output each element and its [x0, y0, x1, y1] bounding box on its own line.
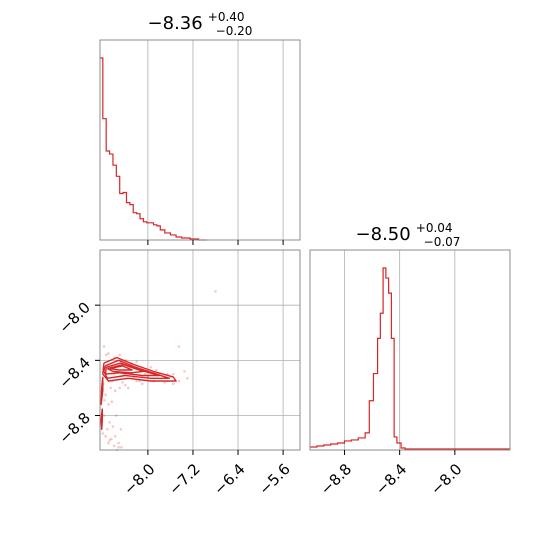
scatter-point-56: [108, 439, 111, 442]
scatter-point-19: [117, 441, 120, 445]
scatter-point-55: [119, 428, 123, 431]
scatter-point-25: [111, 425, 115, 428]
br-frame: [309, 249, 511, 451]
tl-frame: [99, 39, 301, 241]
bl-y-tick-label-0: −8.0: [56, 298, 94, 336]
bl-x-tick-label-1: −7.2: [165, 460, 203, 498]
scatter-point-40: [107, 352, 110, 355]
scatter-point-28: [102, 414, 106, 417]
scatter-point-33: [118, 386, 122, 390]
scatter-point-54: [115, 414, 118, 417]
scatter-point-57: [117, 445, 120, 449]
bl-x-tick-label-0: −8.0: [120, 460, 158, 498]
br-title-lower: −0.07: [424, 235, 461, 249]
scatter-point-9: [140, 382, 144, 386]
br-title-upper: +0.04: [416, 221, 453, 235]
scatter-point-12: [186, 376, 189, 380]
scatter-point-35: [126, 386, 130, 390]
scatter-point-48: [143, 372, 147, 376]
bl-gridlines: [100, 250, 300, 450]
scatter-point-51: [102, 345, 106, 348]
scatter-point-30: [109, 386, 113, 390]
bl-frame: [99, 249, 301, 451]
scatter-point-2: [163, 381, 167, 384]
scatter-point-24: [108, 421, 111, 424]
bl-y-tick-labels: −8.0 −8.4 −8.8: [56, 298, 94, 447]
scatter-point-31: [113, 389, 117, 392]
tl-gridlines: [147, 40, 284, 240]
br-title: −8.50 +0.04 −0.07: [356, 217, 461, 249]
bl-y-tick-label-1: −8.4: [56, 354, 94, 392]
scatter-point-22: [101, 432, 105, 435]
br-x-tick-label-0: −8.8: [317, 460, 355, 498]
scatter-point-4: [177, 379, 181, 383]
bl-tick-marks: [95, 304, 284, 455]
contour-6: [100, 408, 103, 430]
scatter-point-59: [103, 399, 106, 402]
tl-title-median: −8.36: [148, 13, 203, 34]
scatter-point-34: [121, 381, 124, 384]
bl-y-tick-label-2: −8.8: [56, 409, 94, 447]
bl-x-tick-label-2: −6.4: [210, 460, 248, 498]
scatter-point-15: [107, 441, 110, 445]
scatter-point-17: [112, 444, 116, 448]
br-gridlines: [344, 250, 456, 450]
scatter-point-18: [113, 434, 117, 438]
tl-tick-marks: [147, 240, 284, 245]
tl-title-upper: +0.40: [208, 10, 245, 24]
tl-histogram-step: [100, 57, 208, 241]
bl-x-tick-labels: −8.0 −7.2 −6.4 −5.6: [120, 460, 294, 498]
bl-x-tick-label-3: −5.6: [255, 460, 293, 498]
br-title-median: −8.50: [356, 224, 411, 245]
scatter-point-38: [149, 365, 153, 369]
scatter-point-26: [104, 393, 107, 397]
scatter-point-27: [107, 403, 110, 406]
scatter-point-42: [118, 353, 122, 357]
tl-title: −8.36 +0.40 −0.20: [148, 6, 253, 38]
scatter-point-0: [214, 290, 217, 293]
br-x-tick-labels: −8.8 −8.4 −8.0: [317, 460, 466, 498]
contour-0: [102, 356, 177, 382]
scatter-point-13: [183, 370, 186, 373]
scatter-point-14: [104, 434, 107, 438]
scatter-point-16: [109, 437, 113, 441]
scatter-point-21: [106, 428, 109, 431]
br-histogram-step: [310, 267, 510, 450]
scatter-point-53: [110, 400, 114, 404]
scatter-point-47: [171, 372, 175, 376]
bl-contours: [100, 356, 177, 430]
scatter-point-7: [124, 383, 127, 387]
scatter-point-11: [177, 345, 181, 348]
scatter-point-39: [155, 368, 158, 372]
scatter-point-45: [135, 360, 138, 364]
panel-bottom-left: −8.0 −7.2 −6.4 −5.6 −8.0−8.4−8.8: [56, 249, 301, 499]
scatter-point-5: [171, 382, 175, 386]
contour-5: [100, 376, 104, 406]
scatter-point-20: [120, 445, 123, 449]
br-tick-marks: [343, 450, 456, 455]
br-x-tick-label-1: −8.4: [372, 460, 410, 498]
scatter-point-6: [135, 379, 138, 383]
br-x-tick-label-2: −8.0: [427, 460, 465, 498]
tl-title-lower: −0.20: [216, 24, 253, 38]
bl-scatter-points: [99, 290, 217, 452]
contour-4: [109, 365, 133, 371]
contour-1: [103, 359, 170, 379]
panel-top-left: −8.36 +0.40 −0.20: [99, 6, 301, 245]
panel-bottom-right: −8.8 −8.4 −8.0 −8.50 +0.04 −0.07: [309, 217, 511, 499]
contour-3: [106, 363, 145, 374]
scatter-point-52: [104, 353, 108, 357]
